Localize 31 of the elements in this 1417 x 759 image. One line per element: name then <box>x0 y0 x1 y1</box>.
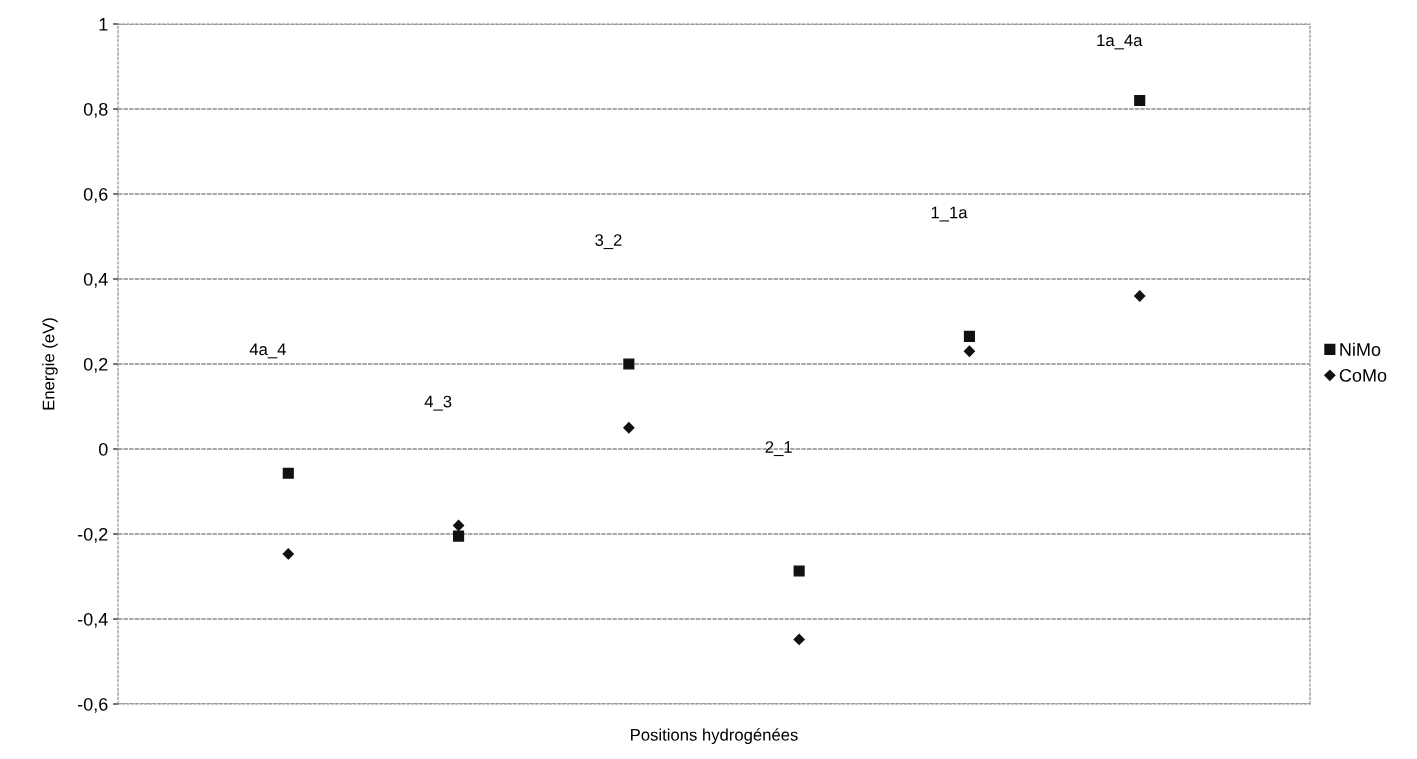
point <box>452 519 465 532</box>
y-tick-label: 0,4 <box>83 272 108 288</box>
y-axis-title: Energie (eV) <box>42 318 58 410</box>
y-tick-label: -0,6 <box>77 697 108 713</box>
point <box>793 565 805 577</box>
point <box>623 358 635 370</box>
point <box>453 530 465 542</box>
y-tick-label: 0,2 <box>83 357 108 373</box>
point <box>1134 290 1146 302</box>
point <box>793 633 805 646</box>
annotation: 4a_4 <box>249 343 286 359</box>
legend-label: NiMo <box>1340 342 1381 356</box>
y-tick-label: 0,6 <box>83 187 108 203</box>
annotation: 2_1 <box>765 441 792 457</box>
y-tick-label: 1 <box>99 18 108 31</box>
point <box>963 330 975 342</box>
annotation: 1a_4a <box>1097 34 1143 50</box>
y-tick-label: 0,8 <box>83 102 108 118</box>
y-tick-label: -0,2 <box>77 527 108 543</box>
y-tick-label: -0,4 <box>77 612 108 628</box>
point <box>282 467 294 479</box>
legend-label: CoMo <box>1339 368 1387 382</box>
point <box>282 548 294 560</box>
point <box>623 422 635 434</box>
annotation: 3_2 <box>595 234 622 250</box>
point <box>963 345 976 357</box>
annotation: 4_3 <box>424 395 452 411</box>
point <box>1134 94 1146 107</box>
x-axis-title: Positions hydrogénées <box>631 728 798 745</box>
annotation: 1_1a <box>931 206 968 222</box>
y-tick-label: 0 <box>98 442 108 456</box>
